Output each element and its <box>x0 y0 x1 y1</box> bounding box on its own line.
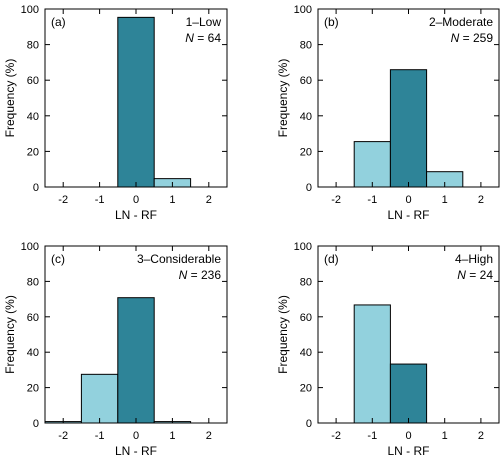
x-tick-label: -2 <box>58 194 68 206</box>
sample-size-symbol: N <box>451 31 460 45</box>
y-tick-label: 60 <box>27 75 39 87</box>
y-tick-label: 100 <box>21 241 39 253</box>
y-tick-label: 80 <box>300 276 312 288</box>
y-tick-label: 100 <box>21 4 39 16</box>
histogram-bar <box>117 297 155 424</box>
y-tick-label: 40 <box>27 347 39 359</box>
x-tick-label: -2 <box>331 194 341 206</box>
hazard-level-label: 2–Moderate <box>429 15 493 29</box>
x-axis-label: LN - RF <box>388 444 430 457</box>
x-tick-label: 2 <box>478 194 484 206</box>
y-tick-label: 100 <box>294 241 312 253</box>
x-tick-label: 0 <box>133 194 139 206</box>
x-axis-label: LN - RF <box>115 444 157 457</box>
sample-size-value: = 259 <box>459 31 493 45</box>
panel-label: (d) <box>324 252 339 266</box>
y-tick-label: 40 <box>300 111 312 123</box>
y-tick-label: 20 <box>300 146 312 158</box>
y-tick-label: 80 <box>27 276 39 288</box>
y-tick-label: 40 <box>300 347 312 359</box>
y-axis-label: Frequency (%) <box>3 295 17 374</box>
y-axis-label: Frequency (%) <box>3 59 17 138</box>
histogram-bar <box>353 141 391 188</box>
sample-size-label: N = 236 <box>179 268 222 282</box>
x-tick-label: -1 <box>95 194 105 206</box>
sample-size-symbol: N <box>457 268 466 282</box>
sample-size-symbol: N <box>179 268 188 282</box>
y-tick-label: 20 <box>27 383 39 395</box>
y-axis-label: Frequency (%) <box>276 59 290 138</box>
panel-label: (c) <box>51 252 65 266</box>
y-tick-label: 0 <box>33 418 39 430</box>
y-axis-label: Frequency (%) <box>276 295 290 374</box>
y-tick-label: 80 <box>27 40 39 52</box>
sample-size-value: = 236 <box>187 268 221 282</box>
hazard-level-label: 1–Low <box>186 15 222 29</box>
y-tick-label: 40 <box>27 111 39 123</box>
x-tick-label: -1 <box>367 194 377 206</box>
x-axis-label: LN - RF <box>115 208 157 222</box>
x-tick-label: 0 <box>405 194 411 206</box>
histogram-bar <box>117 16 155 188</box>
x-tick-label: 1 <box>442 194 448 206</box>
y-tick-label: 0 <box>306 182 312 194</box>
y-tick-label: 20 <box>300 383 312 395</box>
sample-size-symbol: N <box>185 31 194 45</box>
sample-size-value: = 24 <box>466 268 493 282</box>
y-tick-label: 100 <box>294 4 312 16</box>
sample-size-label: N = 24 <box>457 268 493 282</box>
histogram-bar <box>389 69 428 188</box>
x-tick-label: 1 <box>169 430 175 442</box>
hazard-level-label: 4–High <box>455 252 493 266</box>
x-tick-label: -2 <box>58 430 68 442</box>
x-tick-label: 1 <box>169 194 175 206</box>
histogram-bar <box>353 304 391 424</box>
x-tick-label: -1 <box>367 430 377 442</box>
x-tick-label: 0 <box>405 430 411 442</box>
y-tick-label: 80 <box>300 40 312 52</box>
x-tick-label: 2 <box>206 194 212 206</box>
panel-label: (a) <box>51 15 66 29</box>
sample-size-label: N = 259 <box>451 31 494 45</box>
histogram-bar <box>80 373 119 424</box>
x-tick-label: -2 <box>331 430 341 442</box>
x-tick-label: 2 <box>478 430 484 442</box>
y-tick-label: 60 <box>300 75 312 87</box>
histogram-bar <box>389 363 428 424</box>
y-tick-label: 20 <box>27 146 39 158</box>
y-tick-label: 0 <box>306 418 312 430</box>
x-axis-label: LN - RF <box>388 208 430 222</box>
panel-label: (b) <box>324 15 339 29</box>
x-tick-label: 1 <box>442 430 448 442</box>
sample-size-value: = 64 <box>194 31 221 45</box>
y-tick-label: 60 <box>27 312 39 324</box>
x-tick-label: 0 <box>133 430 139 442</box>
hazard-level-label: 3–Considerable <box>137 252 221 266</box>
x-tick-label: -1 <box>95 430 105 442</box>
y-tick-label: 0 <box>33 182 39 194</box>
x-tick-label: 2 <box>206 430 212 442</box>
y-tick-label: 60 <box>300 312 312 324</box>
sample-size-label: N = 64 <box>185 31 221 45</box>
